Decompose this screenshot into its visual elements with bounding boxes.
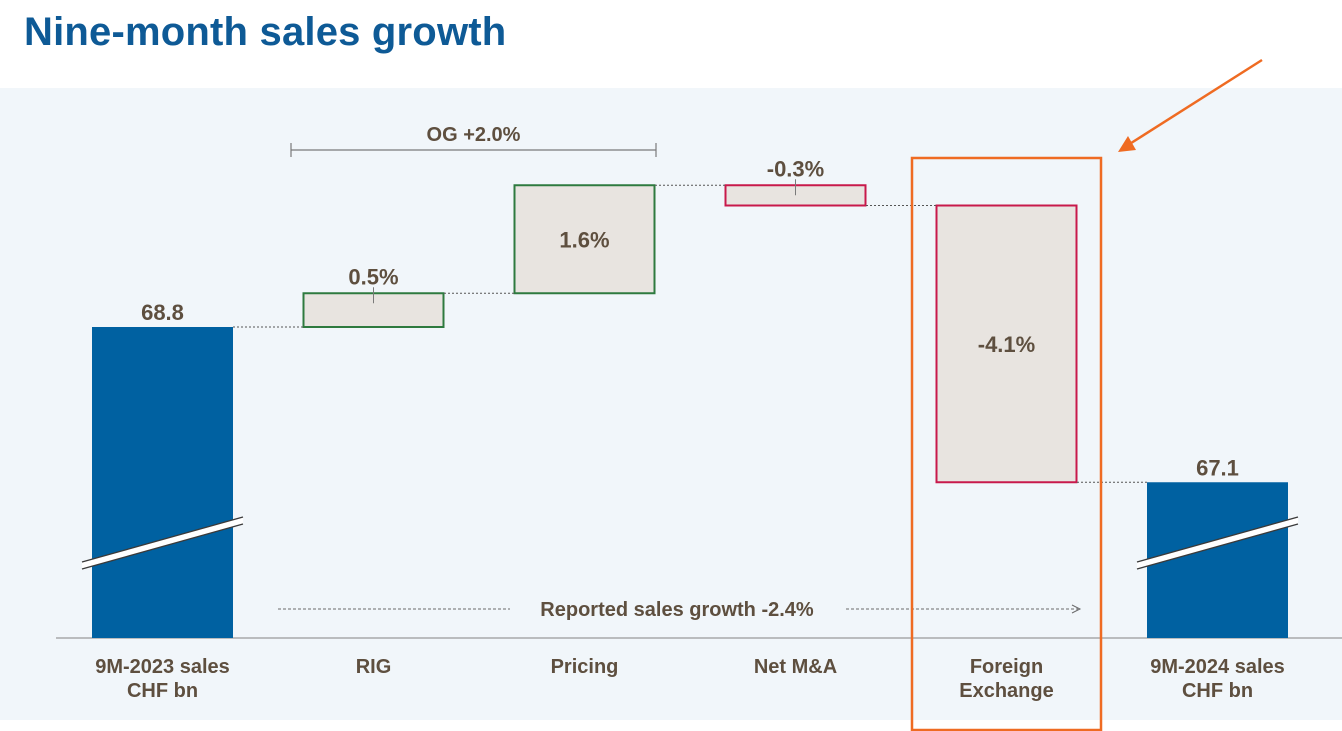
category-label-9m-2023-sales-chf-bn: 9M-2023 sales CHF bn <box>95 656 230 702</box>
reported-arrow-head <box>1071 604 1082 614</box>
data-label-rig: 0.5% <box>348 264 398 289</box>
data-label-foreign-exchange: -4.1% <box>978 332 1035 357</box>
highlight-box <box>910 156 1103 731</box>
data-label-9m-2024-sales-chf-bn: 67.1 <box>1196 455 1239 480</box>
page-title: Nine-month sales growth <box>24 10 507 54</box>
reported-annotation: Reported sales growth -2.4% <box>540 599 814 621</box>
highlight-arrow-head <box>1118 136 1136 152</box>
category-label-net-m-a: Net M&A <box>754 656 837 678</box>
data-label-net-m-a: -0.3% <box>767 156 824 181</box>
bar-foreign-exchange <box>935 204 1078 484</box>
category-label-pricing: Pricing <box>551 656 619 678</box>
axis-break-edge-9m-2024-sales-chf-bn <box>1136 516 1299 563</box>
data-label-pricing: 1.6% <box>559 227 609 252</box>
axis-break-edge-9m-2023-sales-chf-bn <box>81 523 244 570</box>
bar-pricing <box>513 184 656 295</box>
axis-break-9m-2024-sales-chf-bn <box>1137 517 1298 569</box>
axis-break-edge-9m-2024-sales-chf-bn <box>1136 523 1299 570</box>
bar-9m-2023-sales-chf-bn <box>92 327 233 638</box>
category-label-9m-2024-sales-chf-bn: 9M-2024 sales CHF bn <box>1150 656 1285 702</box>
data-label-9m-2023-sales-chf-bn: 68.8 <box>141 300 184 325</box>
og-annotation: OG +2.0% <box>427 124 521 146</box>
axis-break-edge-9m-2023-sales-chf-bn <box>81 516 244 563</box>
category-label-foreign-exchange: Foreign Exchange <box>959 656 1053 702</box>
highlight-arrow-line <box>1127 58 1263 147</box>
category-label-rig: RIG <box>356 656 392 678</box>
axis-break-9m-2023-sales-chf-bn <box>82 517 243 569</box>
